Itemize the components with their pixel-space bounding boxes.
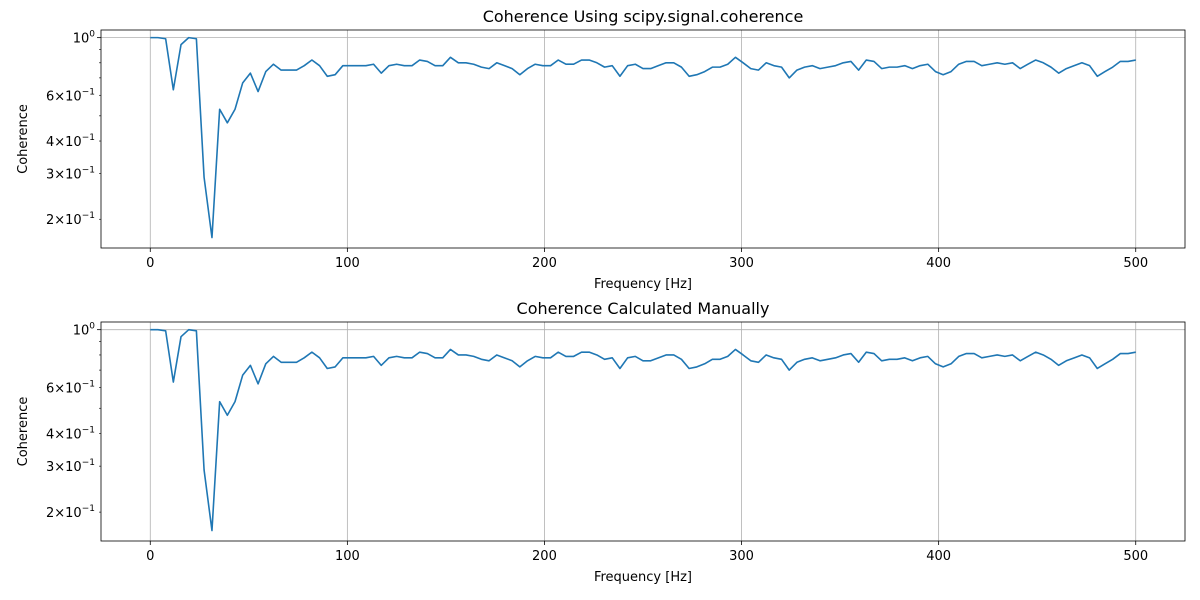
y-axis-label: Coherence [16, 397, 31, 467]
y-tick-label: 4×10−1 [46, 426, 95, 443]
chart-title: Coherence Using scipy.signal.coherence [483, 7, 804, 26]
x-tick-label: 400 [926, 549, 951, 564]
x-tick-label: 300 [729, 549, 754, 564]
y-tick-label: 6×10−1 [46, 380, 95, 397]
x-tick-label: 400 [926, 256, 951, 271]
chart-panel-top: 0 100 200 300 400 500 100 6×10−1 4×10−1 3×10−1 2×1… [16, 7, 1186, 292]
y-tick-label: 4×10−1 [46, 133, 95, 150]
x-tick-label: 0 [146, 549, 154, 564]
x-tick-label: 100 [335, 256, 360, 271]
coherence-series-line [150, 328, 1136, 532]
x-tick-label: 300 [729, 256, 754, 271]
x-tick-label: 0 [146, 256, 154, 271]
y-tick-label: 100 [73, 30, 96, 47]
y-tick-label: 2×10−1 [46, 211, 95, 228]
x-tick-label: 500 [1123, 549, 1148, 564]
axes-frame [100, 29, 1186, 249]
x-tick-label: 200 [532, 549, 557, 564]
x-axis-label: Frequency [Hz] [594, 277, 692, 292]
y-tick-label: 3×10−1 [46, 458, 95, 475]
coherence-series-line [150, 36, 1136, 239]
y-tick-label: 6×10−1 [46, 87, 95, 104]
y-tick-label: 3×10−1 [46, 165, 95, 182]
x-tick-label: 200 [532, 256, 557, 271]
chart-panel-bottom: 0 100 200 300 400 500 100 6×10−1 4×10−1 3×10−1 2×1… [16, 299, 1186, 585]
y-tick-label: 100 [73, 322, 96, 339]
x-axis-label: Frequency [Hz] [594, 570, 692, 585]
y-tick-label: 2×10−1 [46, 504, 95, 521]
x-tick-label: 500 [1123, 256, 1148, 271]
chart-title: Coherence Calculated Manually [517, 299, 770, 318]
axes-frame [100, 321, 1186, 542]
y-axis-label: Coherence [16, 104, 31, 174]
x-tick-label: 100 [335, 549, 360, 564]
